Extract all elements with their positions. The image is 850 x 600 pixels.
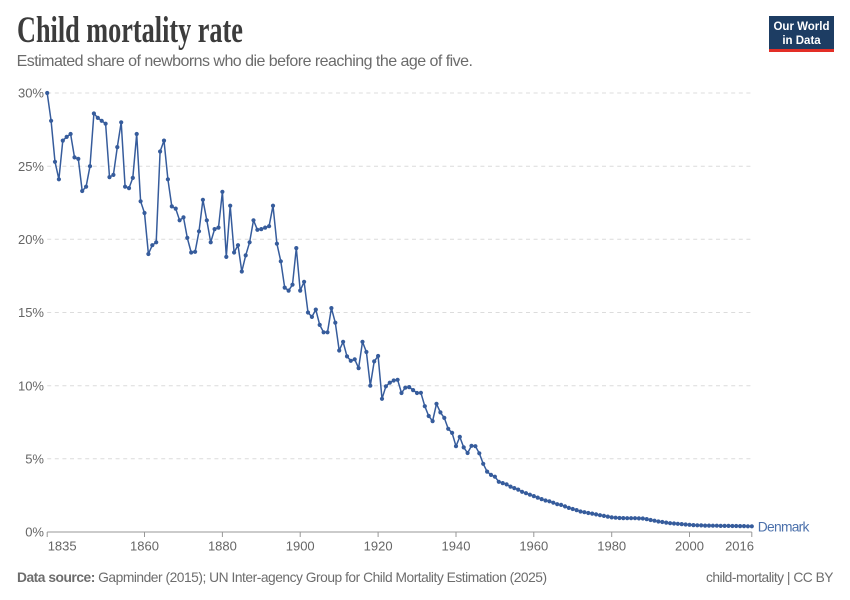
svg-text:0%: 0% [25, 525, 44, 540]
svg-text:1880: 1880 [208, 538, 237, 553]
svg-text:2016: 2016 [725, 538, 754, 553]
svg-text:30%: 30% [18, 86, 44, 101]
svg-text:1860: 1860 [130, 538, 159, 553]
svg-text:10%: 10% [18, 378, 44, 393]
svg-text:20%: 20% [18, 232, 44, 247]
svg-text:1920: 1920 [364, 538, 393, 553]
svg-text:1980: 1980 [597, 538, 626, 553]
svg-text:15%: 15% [18, 305, 44, 320]
svg-text:Denmark: Denmark [758, 520, 810, 535]
svg-text:1940: 1940 [442, 538, 471, 553]
svg-text:25%: 25% [18, 159, 44, 174]
svg-text:1960: 1960 [519, 538, 548, 553]
svg-text:1835: 1835 [48, 538, 77, 553]
svg-text:5%: 5% [25, 451, 44, 466]
svg-text:1900: 1900 [286, 538, 315, 553]
svg-text:2000: 2000 [675, 538, 704, 553]
